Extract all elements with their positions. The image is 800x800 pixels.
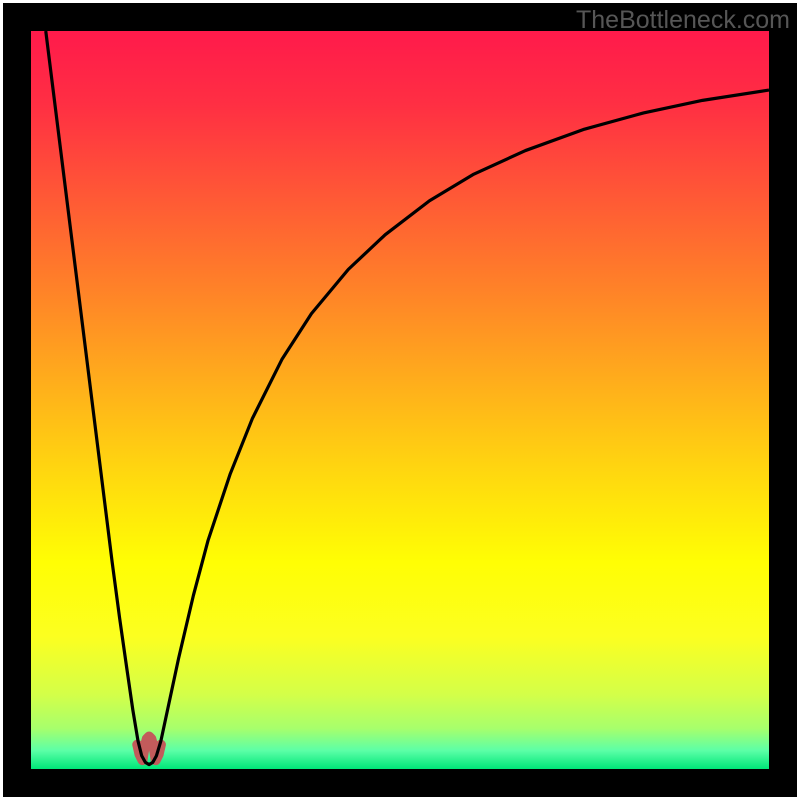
curve-layer xyxy=(31,31,769,769)
chart-container: TheBottleneck.com xyxy=(0,0,800,800)
plot-area xyxy=(31,31,769,769)
watermark-text: TheBottleneck.com xyxy=(576,6,790,35)
bottleneck-curve xyxy=(46,31,769,765)
